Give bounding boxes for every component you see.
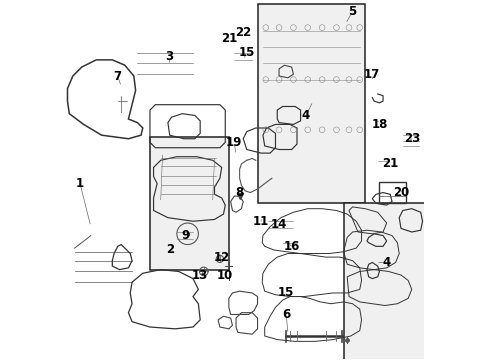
Text: 3: 3 (166, 50, 174, 63)
Text: 12: 12 (214, 251, 230, 264)
Text: 4: 4 (383, 256, 391, 269)
Text: 10: 10 (217, 269, 233, 282)
Text: 14: 14 (271, 218, 287, 231)
Text: 21: 21 (382, 157, 398, 170)
Text: 9: 9 (182, 229, 190, 242)
Text: 5: 5 (348, 5, 357, 18)
Text: 16: 16 (283, 240, 300, 253)
Text: 4: 4 (302, 109, 310, 122)
Text: 20: 20 (393, 186, 409, 199)
Bar (343, 203, 426, 360)
Text: 6: 6 (282, 308, 291, 321)
Text: 21: 21 (220, 32, 237, 45)
Bar (379, 182, 406, 203)
Text: 17: 17 (364, 68, 380, 81)
Text: 15: 15 (239, 46, 255, 59)
Text: 15: 15 (278, 287, 294, 300)
Text: 1: 1 (76, 177, 84, 190)
Text: 8: 8 (236, 186, 244, 199)
Text: 13: 13 (192, 269, 208, 282)
Text: 2: 2 (166, 243, 174, 256)
Text: 19: 19 (226, 136, 243, 149)
Bar (150, 137, 229, 270)
Text: 7: 7 (114, 69, 122, 82)
Text: 11: 11 (253, 215, 270, 228)
Text: 18: 18 (371, 118, 388, 131)
Bar (258, 4, 365, 203)
Text: 23: 23 (404, 132, 420, 145)
Text: 22: 22 (235, 27, 251, 40)
